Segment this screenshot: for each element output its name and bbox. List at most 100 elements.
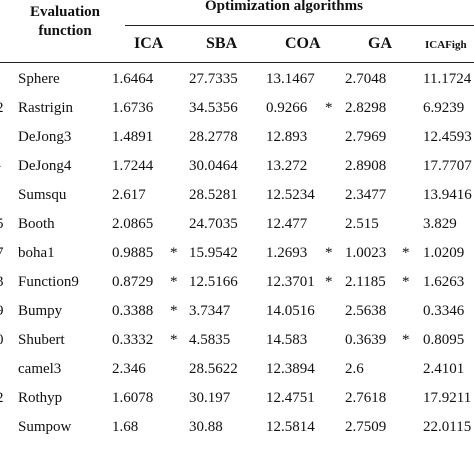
function-name-cell: Booth xyxy=(18,216,55,232)
row-index: 7 xyxy=(0,244,4,262)
value-cell: 1.2693 xyxy=(266,245,308,261)
significance-star: * xyxy=(402,332,410,348)
row-index: 3 xyxy=(0,273,4,291)
value-cell: 14.0516 xyxy=(266,303,315,319)
value-cell: 12.477 xyxy=(266,216,308,232)
value-cell: 0.8095 xyxy=(423,332,465,348)
value-cell: 1.0023 xyxy=(345,245,387,261)
value-cell: 2.7969 xyxy=(345,129,387,145)
function-name-cell: boha1 xyxy=(18,245,55,261)
value-cell: 12.3894 xyxy=(266,361,315,377)
eval-header-line2: function xyxy=(38,23,92,39)
value-cell: 0.9266 xyxy=(266,100,308,116)
value-cell: 1.0209 xyxy=(423,245,465,261)
function-name-cell: Rastrigin xyxy=(18,100,73,116)
value-cell: 24.7035 xyxy=(189,216,238,232)
col-header-icafigh: ICAFigh xyxy=(425,39,467,51)
value-cell: 2.346 xyxy=(112,361,146,377)
row-index: - xyxy=(0,157,1,175)
value-cell: 0.8729 xyxy=(112,274,154,290)
significance-star: * xyxy=(402,274,410,290)
value-cell: 27.7335 xyxy=(189,71,238,87)
row-index: 0 xyxy=(0,331,4,349)
significance-star: * xyxy=(325,100,333,116)
value-cell: 2.7048 xyxy=(345,71,387,87)
value-cell: 30.0464 xyxy=(189,158,238,174)
value-cell: 0.3639 xyxy=(345,332,387,348)
significance-star: * xyxy=(325,245,333,261)
value-cell: 11.1724 xyxy=(423,71,472,87)
value-cell: 1.7244 xyxy=(112,158,154,174)
function-name-cell: DeJong3 xyxy=(18,129,72,145)
value-cell: 0.9885 xyxy=(112,245,154,261)
function-name-cell: Bumpy xyxy=(18,303,63,319)
value-cell: 12.5234 xyxy=(266,187,315,203)
row-index: 2 xyxy=(0,99,4,117)
value-cell: 34.5356 xyxy=(189,100,238,116)
function-name-cell: DeJong4 xyxy=(18,158,72,174)
row-index: 2 xyxy=(0,389,4,407)
value-cell: 28.5622 xyxy=(189,361,238,377)
value-cell: 12.893 xyxy=(266,129,308,145)
significance-star: * xyxy=(170,303,178,319)
value-cell: 1.6736 xyxy=(112,100,154,116)
value-cell: 2.0865 xyxy=(112,216,154,232)
value-cell: 14.583 xyxy=(266,332,308,348)
value-cell: 12.5814 xyxy=(266,419,315,435)
value-cell: 28.5281 xyxy=(189,187,238,203)
value-cell: 13.272 xyxy=(266,158,308,174)
function-name-cell: camel3 xyxy=(18,361,62,377)
value-cell: 1.4891 xyxy=(112,129,154,145)
value-cell: 12.3701 xyxy=(266,274,315,290)
value-cell: 2.4101 xyxy=(423,361,465,377)
value-cell: 0.3388 xyxy=(112,303,154,319)
value-cell: 0.3346 xyxy=(423,303,465,319)
value-cell: 2.7509 xyxy=(345,419,387,435)
value-cell: 12.4751 xyxy=(266,390,315,406)
function-name-cell: Shubert xyxy=(18,332,65,348)
value-cell: 2.8908 xyxy=(345,158,387,174)
col-header-coa: COA xyxy=(285,35,321,52)
significance-star: * xyxy=(325,274,333,290)
optimization-algorithms-header: Optimization algorithms xyxy=(205,0,363,14)
value-cell: 12.5166 xyxy=(189,274,238,290)
col-header-ica: ICA xyxy=(134,35,164,52)
value-cell: 2.1185 xyxy=(345,274,386,290)
value-cell: 15.9542 xyxy=(189,245,238,261)
value-cell: 2.3477 xyxy=(345,187,387,203)
significance-star: * xyxy=(170,245,178,261)
col-header-ga: GA xyxy=(368,35,392,52)
function-name-cell: Sumpow xyxy=(18,419,72,435)
value-cell: 3.7347 xyxy=(189,303,231,319)
value-cell: 0.3332 xyxy=(112,332,154,348)
value-cell: 2.515 xyxy=(345,216,379,232)
function-name-cell: Sumsqu xyxy=(18,187,67,203)
header-bottom-rule xyxy=(0,62,474,63)
value-cell: 1.6464 xyxy=(112,71,154,87)
value-cell: 2.5638 xyxy=(345,303,387,319)
eval-header-line1: Evaluation xyxy=(29,4,101,20)
value-cell: 13.1467 xyxy=(266,71,315,87)
function-name-cell: Rothyp xyxy=(18,390,63,406)
value-cell: 2.617 xyxy=(112,187,146,203)
evaluation-function-header: Evaluation function xyxy=(20,3,110,41)
value-cell: 28.2778 xyxy=(189,129,238,145)
significance-star: * xyxy=(170,332,178,348)
value-cell: 17.9211 xyxy=(423,390,472,406)
function-name-cell: Function9 xyxy=(18,274,79,290)
value-cell: 30.88 xyxy=(189,419,223,435)
value-cell: 1.6263 xyxy=(423,274,465,290)
significance-star: * xyxy=(402,245,410,261)
row-index: 9 xyxy=(0,302,4,320)
significance-star: * xyxy=(170,274,178,290)
function-name-cell: Sphere xyxy=(18,71,60,87)
value-cell: 1.6078 xyxy=(112,390,154,406)
value-cell: 13.9416 xyxy=(423,187,472,203)
value-cell: 22.0115 xyxy=(423,419,472,435)
value-cell: 4.5835 xyxy=(189,332,231,348)
value-cell: 1.68 xyxy=(112,419,139,435)
value-cell: 2.6 xyxy=(345,361,364,377)
row-index: 5 xyxy=(0,215,4,233)
value-cell: 17.7707 xyxy=(423,158,472,174)
value-cell: 2.8298 xyxy=(345,100,387,116)
